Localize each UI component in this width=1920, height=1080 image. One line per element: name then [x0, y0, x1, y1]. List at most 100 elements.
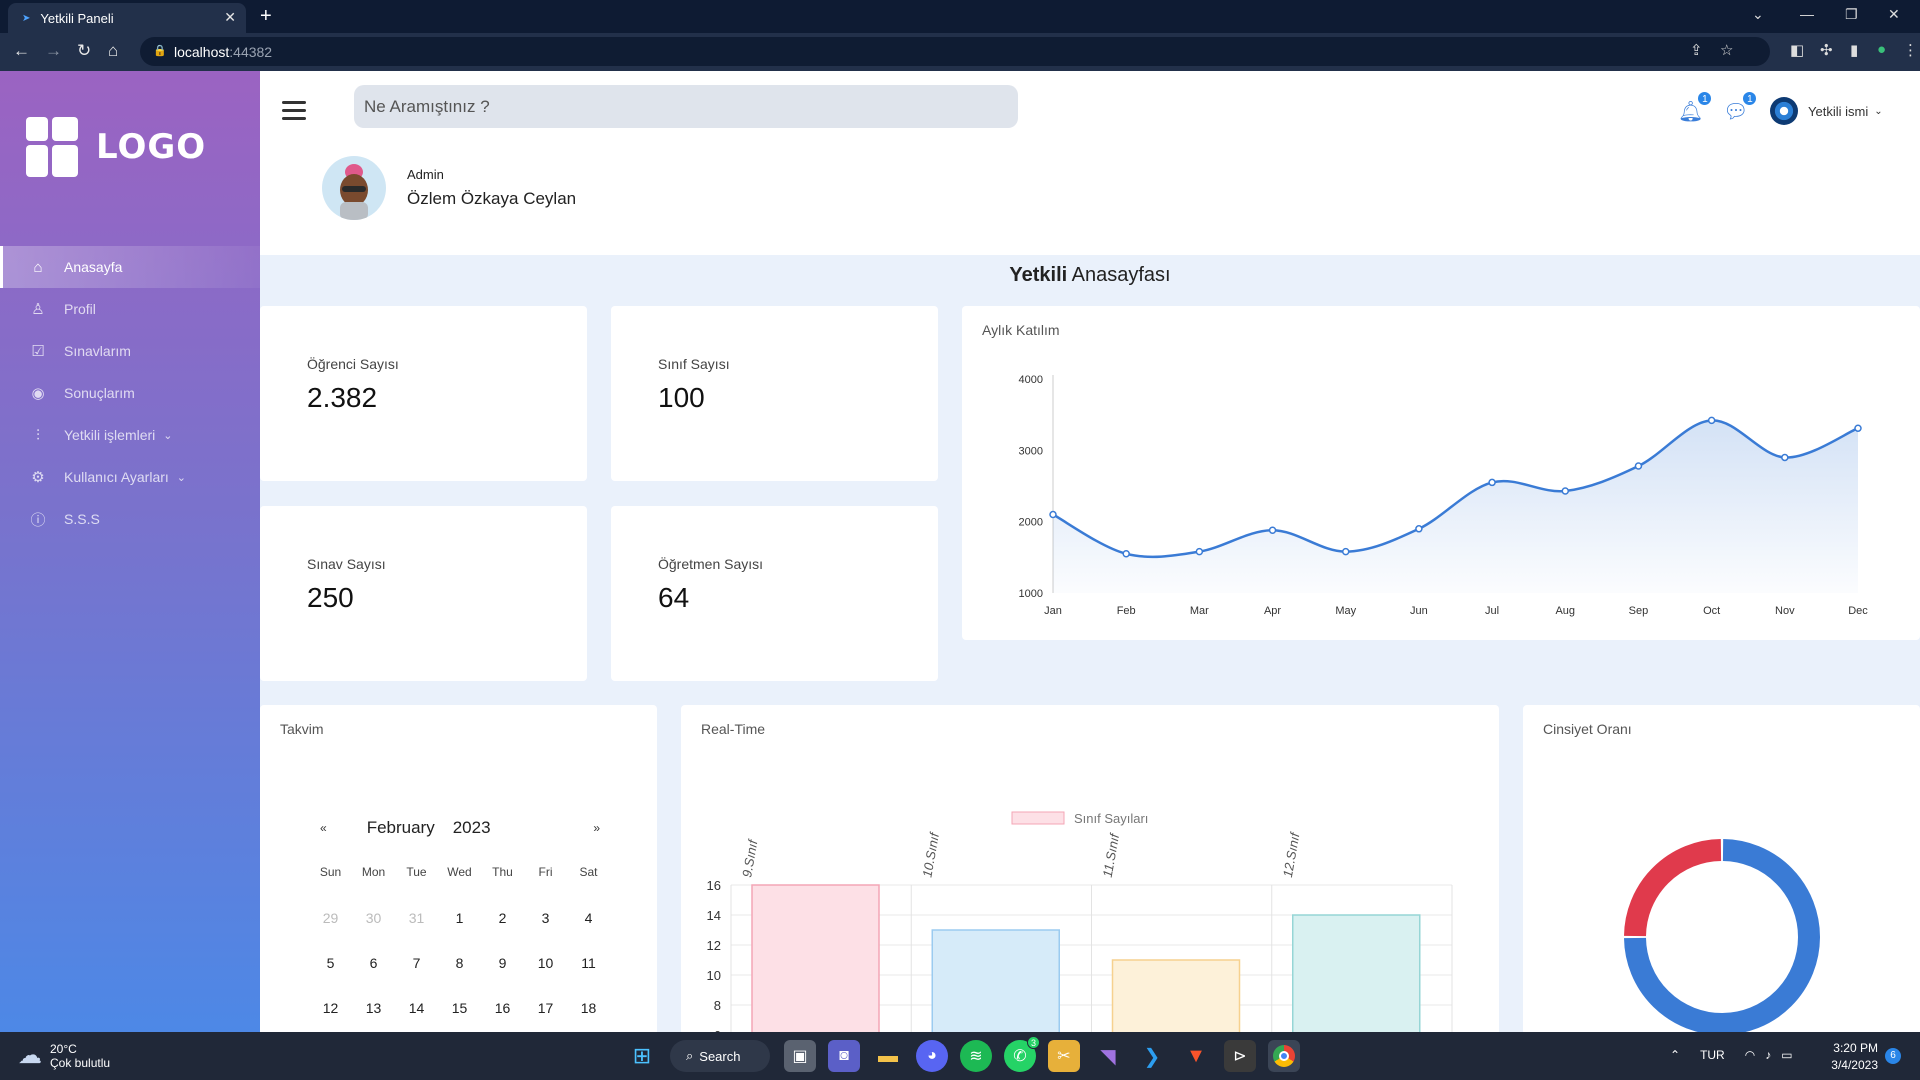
- calendar-day[interactable]: 15: [451, 1000, 468, 1016]
- calendar-day[interactable]: 1: [455, 910, 464, 926]
- notification-center-badge[interactable]: 6: [1885, 1048, 1901, 1064]
- calendar-day[interactable]: 8: [455, 955, 464, 971]
- calendar-day[interactable]: 13: [365, 1000, 382, 1016]
- bar-chart: Sınıf Sayıları 6 8 10 12 14 16 9.Sınıf 10.Sınıf 1…: [707, 811, 1453, 1035]
- address-bar[interactable]: 🔒 localhost:44382: [140, 37, 1770, 66]
- task-view-icon[interactable]: ▣: [784, 1040, 816, 1072]
- calendar-day[interactable]: 3: [541, 910, 550, 926]
- bookmark-star-icon[interactable]: ☆: [1720, 42, 1734, 59]
- data-point: [1488, 478, 1496, 487]
- legend-swatch: [1011, 811, 1065, 825]
- card-title: Takvim: [280, 721, 324, 737]
- calendar-day[interactable]: 12: [322, 1000, 339, 1016]
- profile-icon[interactable]: ●: [1877, 41, 1887, 58]
- visual-studio-icon[interactable]: ◥: [1100, 1045, 1116, 1068]
- stat-value: 64: [658, 582, 690, 613]
- tab-close-icon[interactable]: ✕: [224, 9, 236, 25]
- extension-icon[interactable]: ◧: [1790, 42, 1805, 59]
- brave-icon[interactable]: ▼: [1186, 1044, 1206, 1067]
- sidebar-item-sss[interactable]: ⓘ S.S.S: [0, 498, 260, 540]
- y-tick-label: 1000: [1019, 588, 1043, 600]
- windows-start-icon[interactable]: ⊞: [632, 1043, 652, 1068]
- card-title: Aylık Katılım: [982, 322, 1060, 338]
- teams-icon[interactable]: ◙: [828, 1040, 860, 1072]
- vscode-icon[interactable]: ❯: [1143, 1045, 1161, 1068]
- calendar-weekday: Sat: [579, 865, 598, 879]
- restore-icon[interactable]: ❐: [1845, 6, 1858, 22]
- browser-tab[interactable]: ➤ Yetkili Paneli ✕: [8, 3, 246, 33]
- calendar-day[interactable]: 17: [537, 1000, 554, 1016]
- tray-expand-icon[interactable]: ⌃: [1670, 1048, 1681, 1062]
- taskbar-search[interactable]: ⌕ Search: [670, 1040, 770, 1072]
- sidebar-item-yetkili-islemleri[interactable]: ⫶ Yetkili işlemleri ⌄: [0, 414, 260, 456]
- calendar-day[interactable]: 11: [581, 955, 596, 971]
- sidebar-item-anasayfa[interactable]: ⌂ Anasayfa: [0, 246, 260, 288]
- calendar-day[interactable]: 10: [537, 955, 554, 971]
- calendar-day[interactable]: 18: [580, 1000, 597, 1016]
- whatsapp-icon[interactable]: ✆ 3: [1004, 1036, 1040, 1072]
- reload-icon[interactable]: ↻: [77, 41, 92, 60]
- sidebar-item-label: Kullanıcı Ayarları: [64, 469, 169, 485]
- file-explorer-icon[interactable]: ▬: [878, 1044, 898, 1067]
- language-indicator[interactable]: TUR: [1700, 1048, 1725, 1062]
- calendar-day[interactable]: 9: [498, 955, 507, 971]
- logo[interactable]: LOGO: [26, 117, 206, 177]
- calendar-week: 29 30 31 1 2 3 4: [309, 910, 611, 955]
- discord-icon[interactable]: ◕: [916, 1040, 948, 1072]
- terminal-icon[interactable]: ⊳: [1224, 1040, 1256, 1072]
- search-input[interactable]: [354, 85, 1018, 128]
- notification-bell-icon[interactable]: 🔔︎ 1: [1678, 91, 1713, 124]
- sidebar-item-sinavlarim[interactable]: ☑ Sınavlarım: [0, 330, 260, 372]
- calendar-prev-button[interactable]: «: [320, 821, 327, 835]
- user-menu-avatar: [1770, 97, 1798, 125]
- volume-icon[interactable]: ♪: [1765, 1048, 1772, 1062]
- sidebar-item-kullanici-ayarlari[interactable]: ⚙ Kullanıcı Ayarları ⌄: [0, 456, 260, 498]
- x-tick-label: Jun: [1410, 605, 1428, 617]
- y-tick-label: 3000: [1019, 445, 1043, 457]
- calendar-day[interactable]: 29: [322, 910, 339, 926]
- calendar-day[interactable]: 4: [584, 910, 593, 926]
- stat-card-sinav: Sınav Sayısı 250: [260, 506, 587, 681]
- calendar-day[interactable]: 14: [408, 1000, 425, 1016]
- x-tick-label: 10.Sınıf: [919, 830, 942, 878]
- calendar-day[interactable]: 31: [408, 910, 425, 926]
- calendar-day[interactable]: 6: [369, 955, 378, 971]
- puzzle-icon[interactable]: ✣: [1820, 42, 1833, 59]
- wifi-icon[interactable]: ◠: [1744, 1048, 1756, 1062]
- url-host: localhost: [174, 43, 230, 60]
- weather-widget[interactable]: ☁ 20°C Çok bulutlu: [18, 1041, 110, 1070]
- sidebar-item-sonuclarim[interactable]: ◉ Sonuçlarım: [0, 372, 260, 414]
- window-close-icon[interactable]: ✕: [1888, 6, 1900, 22]
- calendar-day[interactable]: 5: [326, 955, 335, 971]
- sidebar-item-label: Yetkili işlemleri: [64, 427, 156, 443]
- spotify-icon[interactable]: ≋: [960, 1040, 992, 1072]
- back-icon[interactable]: ←: [13, 41, 30, 60]
- home-page-icon[interactable]: ⌂: [108, 41, 119, 60]
- clock[interactable]: 3:20 PM 3/4/2023: [1826, 1040, 1878, 1074]
- stat-label: Öğretmen Sayısı: [658, 556, 764, 572]
- minimize-icon[interactable]: —: [1800, 6, 1814, 22]
- tab-search-icon[interactable]: ⌄: [1752, 6, 1764, 22]
- x-tick-label: 11.Sınıf: [1100, 831, 1123, 878]
- calendar-next-button[interactable]: »: [593, 821, 600, 835]
- snipping-tool-icon[interactable]: ✂: [1048, 1040, 1080, 1072]
- share-icon[interactable]: ⇪: [1690, 42, 1703, 59]
- data-point: [1561, 487, 1570, 495]
- new-tab-button[interactable]: +: [260, 5, 272, 27]
- forward-icon[interactable]: →: [45, 41, 62, 60]
- calendar-day[interactable]: 16: [494, 1000, 511, 1016]
- user-menu[interactable]: Yetkili ismi ⌄: [1770, 97, 1883, 125]
- side-panel-icon[interactable]: ▮: [1850, 42, 1859, 59]
- message-icon[interactable]: 💬︎ 1: [1723, 91, 1758, 124]
- calendar-day[interactable]: 30: [365, 910, 382, 926]
- chrome-icon[interactable]: [1268, 1040, 1300, 1072]
- battery-icon[interactable]: ▭: [1781, 1048, 1793, 1062]
- sidebar-item-profil[interactable]: ♙ Profil: [0, 288, 260, 330]
- x-tick-label: Oct: [1703, 605, 1720, 617]
- calendar-day[interactable]: 2: [498, 910, 507, 926]
- taskbar: ☁ 20°C Çok bulutlu ⊞ ⌕ Search ▣ ◙ ▬ ◕ ≋ ✆…: [0, 1032, 1920, 1080]
- hamburger-menu-icon[interactable]: [282, 101, 306, 125]
- menu-dots-icon[interactable]: ⋮: [1903, 42, 1918, 59]
- calendar-weekday: Tue: [406, 865, 427, 879]
- calendar-day[interactable]: 7: [412, 955, 421, 971]
